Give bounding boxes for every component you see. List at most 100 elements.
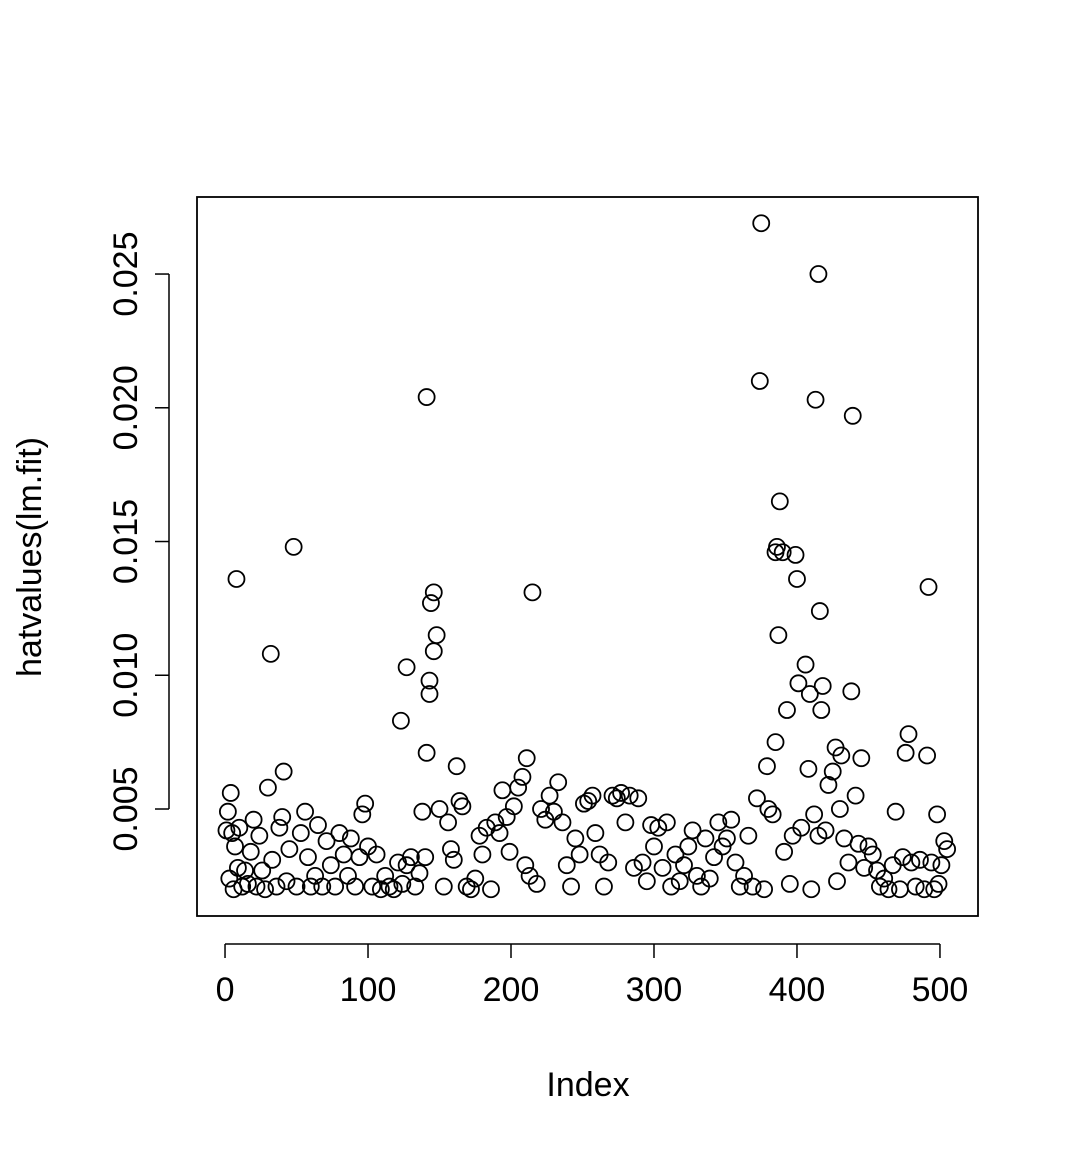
point bbox=[270, 818, 289, 837]
point bbox=[928, 805, 947, 824]
x-tick-label: 300 bbox=[626, 971, 683, 1009]
point bbox=[516, 856, 535, 875]
point bbox=[922, 853, 941, 872]
point bbox=[253, 861, 272, 880]
point bbox=[417, 388, 436, 406]
point bbox=[758, 757, 776, 776]
point bbox=[778, 701, 796, 719]
point bbox=[356, 794, 375, 813]
point bbox=[273, 808, 292, 826]
point bbox=[675, 856, 693, 875]
point bbox=[406, 877, 425, 896]
point bbox=[540, 786, 559, 805]
point bbox=[792, 818, 811, 837]
point bbox=[392, 711, 410, 730]
point bbox=[773, 543, 792, 562]
point bbox=[384, 880, 403, 899]
point bbox=[586, 824, 605, 842]
point bbox=[846, 786, 865, 805]
point bbox=[726, 853, 745, 872]
point bbox=[410, 864, 429, 883]
point bbox=[424, 583, 443, 602]
point bbox=[883, 856, 902, 875]
point bbox=[393, 875, 412, 893]
point bbox=[301, 877, 320, 896]
point bbox=[274, 762, 293, 781]
point bbox=[434, 877, 453, 896]
point bbox=[786, 545, 805, 564]
point bbox=[334, 845, 353, 864]
point bbox=[500, 842, 519, 861]
point bbox=[523, 583, 542, 602]
point bbox=[490, 824, 509, 842]
point bbox=[296, 802, 314, 821]
point bbox=[317, 832, 336, 851]
point bbox=[420, 685, 439, 703]
point bbox=[938, 840, 957, 859]
point bbox=[430, 800, 449, 818]
point bbox=[809, 265, 828, 283]
point bbox=[687, 866, 706, 885]
point bbox=[813, 677, 832, 695]
point bbox=[367, 845, 386, 864]
point bbox=[227, 570, 246, 588]
point bbox=[363, 877, 382, 896]
point bbox=[705, 848, 723, 867]
point bbox=[557, 856, 576, 875]
point bbox=[532, 800, 550, 818]
point bbox=[241, 842, 260, 861]
point bbox=[420, 671, 439, 690]
point bbox=[800, 685, 819, 703]
point bbox=[911, 850, 929, 869]
point bbox=[709, 813, 728, 832]
point bbox=[755, 880, 773, 899]
point bbox=[830, 800, 849, 818]
point bbox=[722, 810, 741, 829]
y-tick-label: 0.025 bbox=[107, 231, 145, 316]
point bbox=[906, 877, 925, 896]
point bbox=[796, 655, 815, 674]
point bbox=[766, 543, 785, 562]
point bbox=[766, 733, 785, 752]
point bbox=[397, 658, 416, 677]
point bbox=[662, 877, 681, 896]
point bbox=[280, 840, 299, 859]
point bbox=[730, 877, 749, 896]
point bbox=[402, 848, 420, 867]
point bbox=[513, 768, 532, 786]
point bbox=[612, 784, 631, 802]
point bbox=[220, 869, 239, 888]
point bbox=[616, 813, 635, 832]
point bbox=[261, 644, 280, 663]
point bbox=[466, 869, 485, 888]
point bbox=[625, 858, 643, 877]
point bbox=[259, 778, 277, 797]
point bbox=[570, 845, 589, 864]
point bbox=[267, 877, 286, 896]
point bbox=[633, 853, 652, 872]
point bbox=[226, 837, 244, 856]
point bbox=[221, 784, 240, 802]
point bbox=[812, 701, 831, 719]
point bbox=[788, 570, 806, 588]
point bbox=[763, 805, 782, 824]
point bbox=[645, 837, 663, 856]
point bbox=[696, 829, 715, 848]
point bbox=[599, 853, 618, 872]
point bbox=[562, 877, 580, 896]
point bbox=[828, 872, 846, 891]
point bbox=[263, 850, 282, 869]
point bbox=[218, 802, 237, 821]
plot-frame bbox=[196, 196, 979, 917]
point bbox=[353, 805, 372, 824]
point bbox=[832, 746, 851, 765]
point bbox=[816, 821, 835, 840]
point bbox=[447, 757, 466, 776]
x-axis-label: Index bbox=[546, 1066, 629, 1104]
point bbox=[735, 866, 753, 885]
x-tick-label: 100 bbox=[340, 971, 397, 1009]
point bbox=[770, 492, 789, 511]
point bbox=[417, 743, 436, 762]
point bbox=[482, 880, 500, 899]
